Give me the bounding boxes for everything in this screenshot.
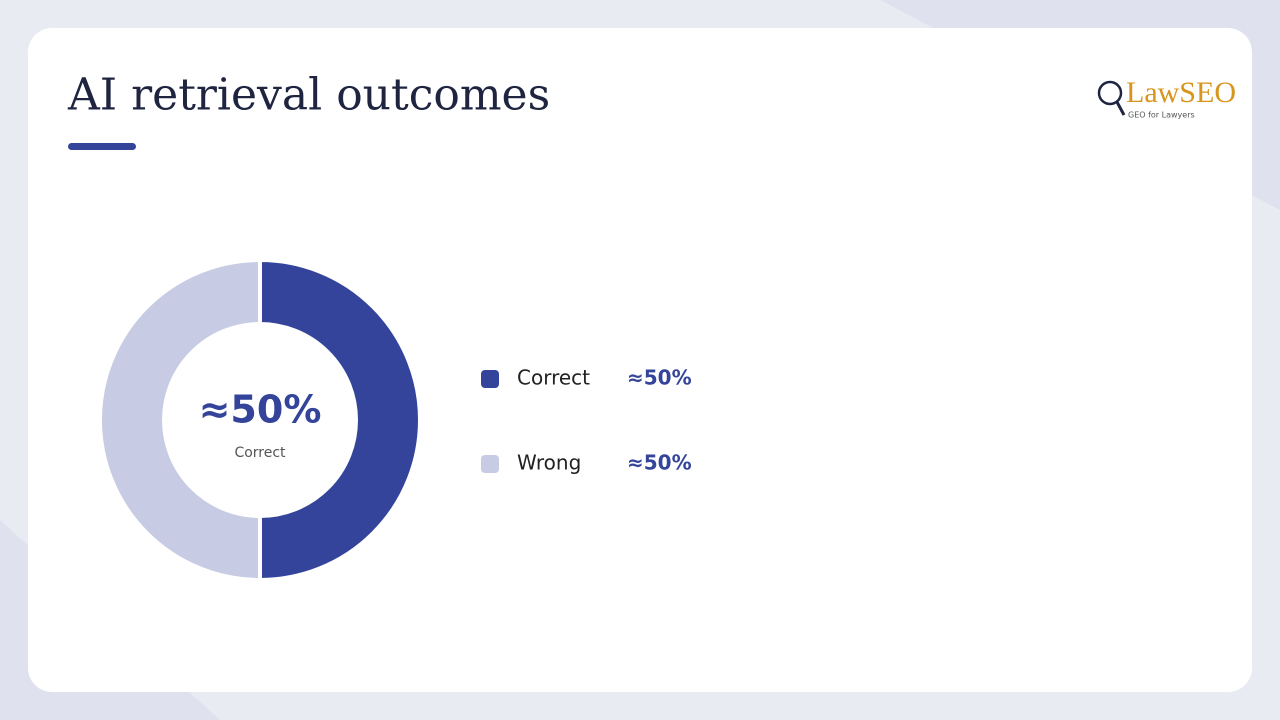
- logo-tagline: GEO for Lawyers: [1128, 111, 1195, 120]
- logo-name: LawSEO: [1126, 76, 1236, 109]
- title-underline: [68, 143, 136, 150]
- legend-swatch: [481, 455, 499, 473]
- legend-value: ≈50%: [627, 451, 692, 475]
- center-value: ≈50%: [199, 388, 322, 432]
- logo: LawSEO GEO for Lawyers: [1097, 76, 1236, 120]
- legend-swatch: [481, 370, 499, 388]
- logo-icon: [1115, 101, 1126, 116]
- donut-slice: [258, 257, 422, 583]
- donut-slice: [98, 257, 262, 583]
- legend-value: ≈50%: [627, 366, 692, 390]
- center-label: Correct: [234, 445, 286, 461]
- card: [28, 28, 1252, 692]
- legend-label: Correct: [517, 366, 590, 390]
- legend-label: Wrong: [517, 451, 581, 475]
- chart-title: AI retrieval outcomes: [67, 70, 550, 121]
- logo-icon: [1097, 80, 1123, 106]
